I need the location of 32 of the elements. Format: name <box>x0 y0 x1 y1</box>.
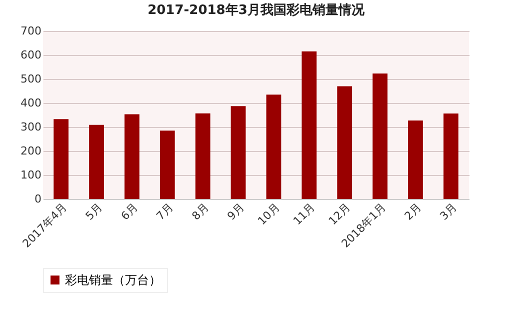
x-tick-label: 3月 <box>437 200 460 223</box>
bar <box>195 113 210 199</box>
x-tick-label: 12月 <box>326 200 354 228</box>
x-tick-label: 10月 <box>255 200 282 228</box>
bar <box>443 114 458 199</box>
y-tick-label: 200 <box>20 144 42 158</box>
y-tick-label: 0 <box>34 192 42 206</box>
bar <box>54 119 69 199</box>
bar <box>302 51 317 199</box>
x-tick-label: 2月 <box>402 200 424 223</box>
y-tick-label: 500 <box>20 72 42 86</box>
x-tick-label: 6月 <box>118 200 140 223</box>
y-tick-label: 100 <box>20 168 42 182</box>
x-tick-label: 11月 <box>290 200 318 228</box>
bar <box>124 114 140 199</box>
y-tick-label: 600 <box>20 48 42 62</box>
bar <box>372 73 388 199</box>
y-tick-label: 300 <box>20 120 42 134</box>
x-tick-label: 7月 <box>154 200 176 223</box>
bar <box>266 94 282 199</box>
y-tick-label: 400 <box>20 96 42 110</box>
x-tick-label: 5月 <box>83 200 105 223</box>
bar <box>160 130 175 199</box>
x-tick-label: 8月 <box>189 200 212 223</box>
bar <box>408 120 423 199</box>
bar <box>230 106 246 199</box>
legend-label: 彩电销量（万台） <box>65 273 161 287</box>
bar <box>89 124 104 199</box>
y-tick-label: 700 <box>20 24 42 38</box>
x-tick-label: 9月 <box>224 200 247 223</box>
bar <box>337 86 352 199</box>
chart-title: 2017-2018年3月我国彩电销量情况 <box>148 2 366 18</box>
